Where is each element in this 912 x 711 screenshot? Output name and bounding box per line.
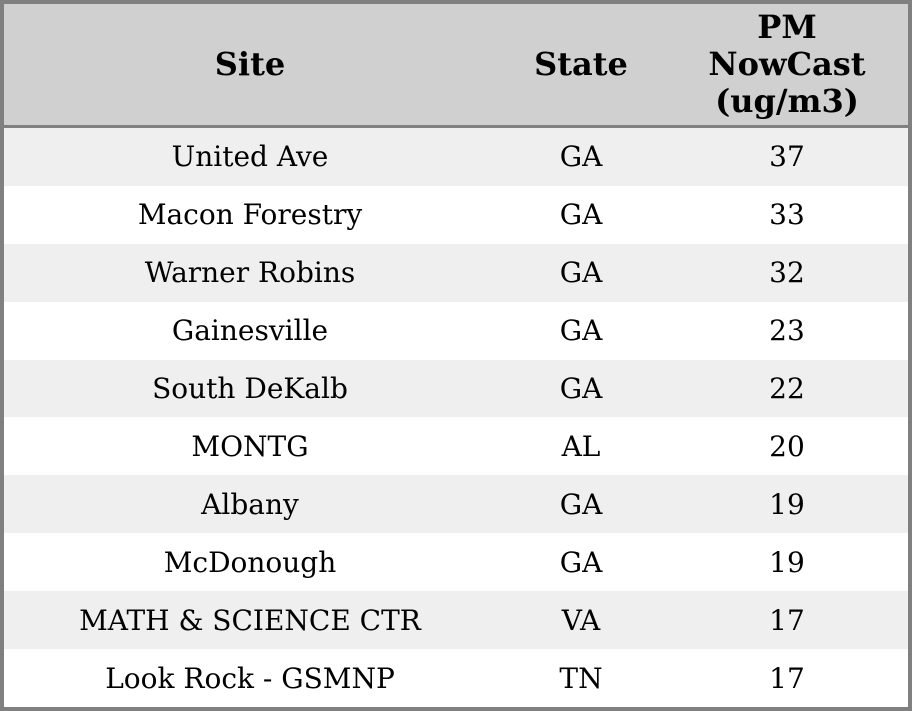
pm-cell: 19 (769, 487, 805, 521)
site-cell: Look Rock - GSMNP (105, 661, 395, 695)
table-body: United Ave GA 37 Macon Forestry GA 33 Wa… (2, 126, 910, 709)
column-header-site: Site (2, 2, 496, 128)
site-cell: Albany (201, 487, 299, 521)
table-header-row: Site State PM NowCast (ug/m3) (2, 2, 910, 128)
pm-cell: 17 (769, 603, 805, 637)
pm-cell: 20 (769, 429, 805, 463)
pm-cell: 23 (769, 314, 805, 348)
state-cell: AL (561, 429, 601, 463)
table-header: Site State PM NowCast (ug/m3) (2, 2, 910, 128)
site-cell: United Ave (171, 140, 329, 174)
table-row: MONTG AL 20 (2, 417, 910, 476)
site-cell: Gainesville (171, 314, 329, 348)
table-row: MATH & SCIENCE CTR VA 17 (2, 591, 910, 650)
state-cell: VA (561, 603, 601, 637)
state-cell: TN (559, 661, 603, 695)
site-cell: MATH & SCIENCE CTR (79, 603, 421, 637)
pm-cell: 17 (769, 661, 805, 695)
state-cell: GA (559, 372, 603, 406)
table-row: McDonough GA 19 (2, 533, 910, 592)
column-header-state: State (496, 2, 666, 128)
state-cell: GA (559, 140, 603, 174)
state-cell: GA (559, 487, 603, 521)
table-row: United Ave GA 37 (2, 126, 910, 186)
site-cell: South DeKalb (152, 372, 348, 406)
table-row: Macon Forestry GA 33 (2, 185, 910, 244)
state-cell: GA (559, 314, 603, 348)
table-row: South DeKalb GA 22 (2, 359, 910, 418)
pm-cell: 33 (769, 198, 805, 232)
site-cell: Macon Forestry (137, 198, 363, 232)
table-row: Gainesville GA 23 (2, 301, 910, 360)
pm-cell: 22 (769, 372, 805, 406)
site-cell: MONTG (191, 429, 309, 463)
state-cell: GA (559, 545, 603, 579)
column-header-pm: PM NowCast (ug/m3) (666, 2, 910, 128)
table-row: Albany GA 19 (2, 475, 910, 534)
pm-cell: 37 (769, 140, 805, 174)
pm-cell: 32 (769, 256, 805, 290)
state-cell: GA (559, 256, 603, 290)
table-row: Warner Robins GA 32 (2, 243, 910, 302)
table-row: Look Rock - GSMNP TN 17 (2, 649, 910, 709)
site-cell: Warner Robins (144, 256, 356, 290)
pm-cell: 19 (769, 545, 805, 579)
state-cell: GA (559, 198, 603, 232)
site-cell: McDonough (163, 545, 337, 579)
